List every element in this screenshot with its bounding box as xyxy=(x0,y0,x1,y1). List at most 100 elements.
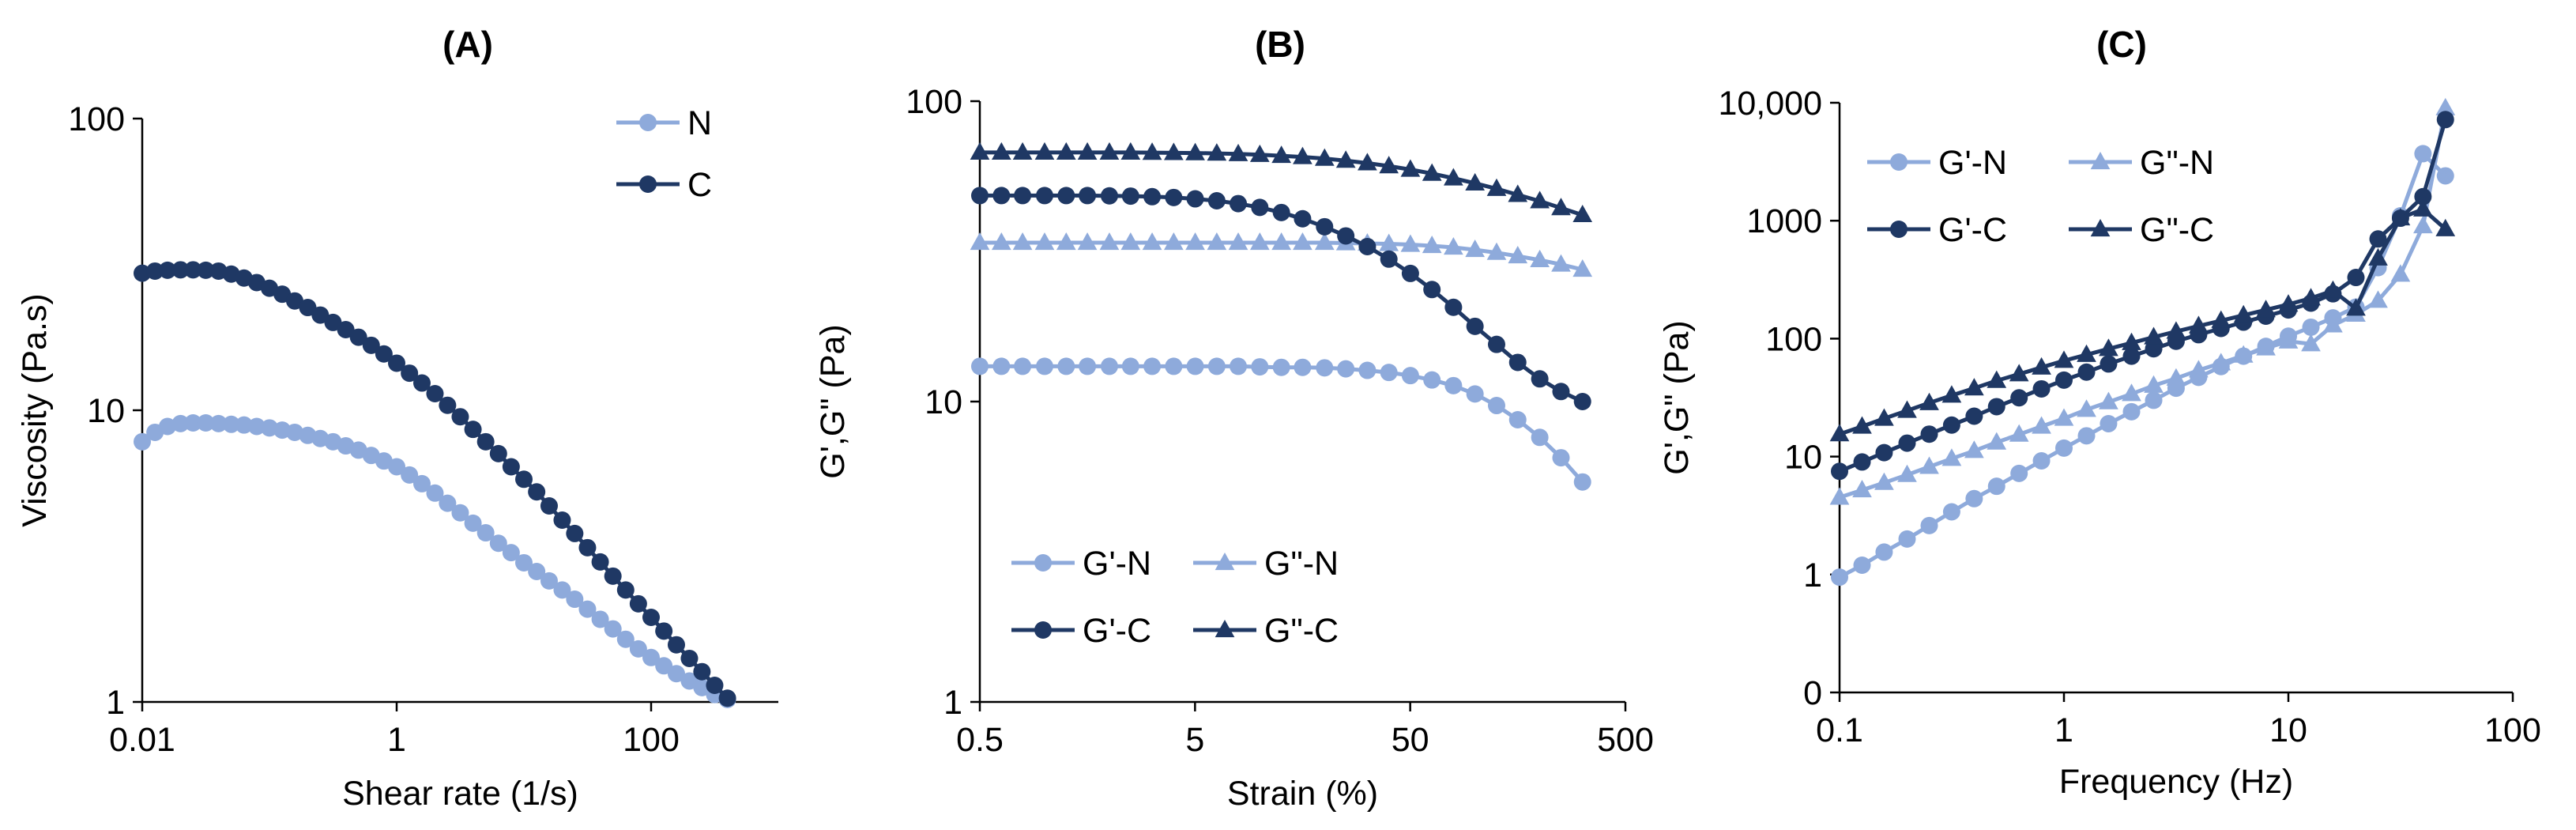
panel-c-series-g2-n-point xyxy=(2166,368,2186,386)
panel-c-series-g1-c-point xyxy=(1965,407,1983,425)
panel-a-series-n-point xyxy=(591,610,609,628)
panel-b-x-tick-label: 50 xyxy=(1392,721,1429,759)
panel-a-series-c-point xyxy=(515,470,533,489)
panel-a-series-n-point xyxy=(566,590,584,609)
panel-a-series-c-point xyxy=(553,511,571,530)
panel-c-series-g2-n-point xyxy=(2323,315,2343,333)
panel-c-series-g1-n-point xyxy=(1965,489,1983,507)
panel-a-series-n-point xyxy=(158,417,176,436)
panel-a-series-c-point xyxy=(171,261,190,279)
panel-c-series-g1-n-point xyxy=(1987,477,2005,496)
panel-b-series-g2-c-point xyxy=(1293,146,1312,164)
panel-a-series-c-point xyxy=(146,262,164,280)
panel-b-series-g1-c-point xyxy=(1014,187,1032,205)
panel-b-series-g1-n-point xyxy=(1444,376,1463,394)
panel-b-series-g2-c-point xyxy=(1142,142,1162,160)
panel-c-series-g2-n-point xyxy=(2256,338,2276,356)
panel-a-series-c-point xyxy=(528,483,546,501)
panel-c-series-g2-n-point xyxy=(2413,216,2433,234)
panel-c-series-g1-c-point xyxy=(2347,269,2365,287)
panel-a-series-c-point xyxy=(311,306,330,324)
panel-c-series-g2-c-point xyxy=(2278,294,2299,312)
panel-b-series-g2-c-point xyxy=(1163,142,1184,160)
panel-b-series-g1-n-point xyxy=(1272,358,1290,376)
panel-a-series-c-point xyxy=(299,299,317,317)
panel-a-series-n-point xyxy=(655,657,673,675)
panel-b-series-g1-n-point xyxy=(1466,385,1484,403)
panel-c-series-g2-n-point xyxy=(2032,416,2051,434)
panel-c-series-g1-c-point xyxy=(2369,230,2387,248)
panel-c-series-g2-c-line xyxy=(1839,207,2447,436)
panel-c-legend-g2-c-marker xyxy=(2090,219,2111,237)
panel-b-series-g2-n-point xyxy=(1486,242,1507,260)
panel-a-series-c-point xyxy=(285,292,303,310)
panel-c-series-g1-n-point xyxy=(2032,452,2051,470)
panel-b-series-g1-n-point xyxy=(1358,361,1377,379)
panel-a-series-n-point xyxy=(412,474,431,492)
panel-b-series-g1-n-point xyxy=(1186,357,1204,375)
panel-b-series-g1-c-point xyxy=(1316,217,1334,236)
panel-b-series-g2-n-point xyxy=(1271,232,1291,251)
panel-a-series-n-point xyxy=(540,572,558,590)
panel-c-series-g2-c-point xyxy=(2256,300,2276,318)
panel-b-series-g2-n-point xyxy=(1249,232,1270,251)
panel-c-series-g1-n-line xyxy=(1838,151,2447,579)
panel-b-series-g2-n-point xyxy=(1099,232,1120,251)
panel-b-series-g2-c-point xyxy=(1120,141,1141,160)
panel-a-series-n-point xyxy=(515,553,533,572)
panel-c-series-g2-c-point xyxy=(2323,280,2343,298)
panel-a-series-c-point xyxy=(337,320,355,338)
panel-b-series-g2-n-point xyxy=(1012,232,1033,251)
panel-b-series-g2-n-point xyxy=(1207,232,1227,251)
panel-c-series-g1-n-point xyxy=(2077,427,2096,445)
panel-b-series-g2-n-point xyxy=(1422,235,1442,254)
panel-c-y-tick-label: 10,000 xyxy=(1718,85,1822,123)
panel-a-y-tick-label: 100 xyxy=(68,100,125,138)
panel-c-series-g2-n-point xyxy=(2368,290,2388,308)
panel-a-x-tick-label: 0.01 xyxy=(109,721,175,759)
panel-b-series-g2-c-point xyxy=(970,141,990,160)
panel-c-series-g1-n-point xyxy=(2436,167,2454,185)
panel-a-series-c-point xyxy=(349,328,367,346)
panel-b-series-g1-c-point xyxy=(1251,198,1269,217)
panel-b-series-g1-n-point xyxy=(1251,358,1269,376)
panel-c-series-g2-n-point xyxy=(2189,360,2209,378)
panel-c-series-g2-c-point xyxy=(2054,350,2074,368)
panel-b-legend-g2-c-label: G"-C xyxy=(1264,612,1339,650)
panel-b-series-g1-c-point xyxy=(1401,264,1419,282)
panel-a-series-c-point xyxy=(184,261,202,279)
panel-c-series-g1-c-point xyxy=(1853,453,1871,471)
panel-c-series-g2-c-point xyxy=(2413,198,2433,217)
panel-a-series-n-point xyxy=(222,415,240,433)
panel-b-x-tick-label: 5 xyxy=(1185,721,1204,759)
panel-c-series-g1-c-point xyxy=(1920,425,1938,443)
panel-a-series-c-point xyxy=(680,649,699,667)
panel-b-series-g2-n-point xyxy=(1056,232,1076,251)
panel-c-series-g1-c-point xyxy=(2032,379,2051,398)
panel-a-series-c-point xyxy=(158,261,176,279)
panel-b-series-g1-c-point xyxy=(992,187,1011,205)
panel-c-series-g2-n-point xyxy=(1897,464,1917,482)
panel-a-y-tick-label: 1 xyxy=(106,684,125,722)
panel-a-series-c-point xyxy=(412,374,431,392)
panel-b-series-g2-n-point xyxy=(1444,236,1463,255)
panel-c-legend-g1-n-label: G'-N xyxy=(1938,144,2007,182)
panel-c-series-g2-c-point xyxy=(1987,370,2007,388)
panel-c-series-g2-c-point xyxy=(1919,392,1939,410)
panel-a-series-c-point xyxy=(401,364,419,383)
panel-c-series-g1-c-point xyxy=(2055,371,2073,389)
panel-a-series-n-point xyxy=(667,665,685,683)
panel-b-series-g2-n-point xyxy=(1293,232,1312,251)
panel-a-series-n-point xyxy=(209,414,228,432)
panel-b-series-g2-c-point xyxy=(1444,168,1463,186)
panel-b-series-g1-n-line xyxy=(980,364,1584,484)
panel-b-series-g2-c-point xyxy=(1185,142,1205,160)
panel-b-title: (B) xyxy=(1255,24,1305,65)
panel-b-series-g1-c-point xyxy=(1272,203,1290,221)
panel-c-x-tick-label: 0.1 xyxy=(1816,711,1863,749)
panel-c-y-tick-label: 10 xyxy=(1784,439,1822,477)
panel-b-series-g1-n-point xyxy=(1079,357,1097,375)
panel-c-series-g1-c-point xyxy=(1831,462,1848,481)
panel-a-series-c-point xyxy=(451,408,469,426)
panel-b-series-g2-n-point xyxy=(1379,233,1399,251)
